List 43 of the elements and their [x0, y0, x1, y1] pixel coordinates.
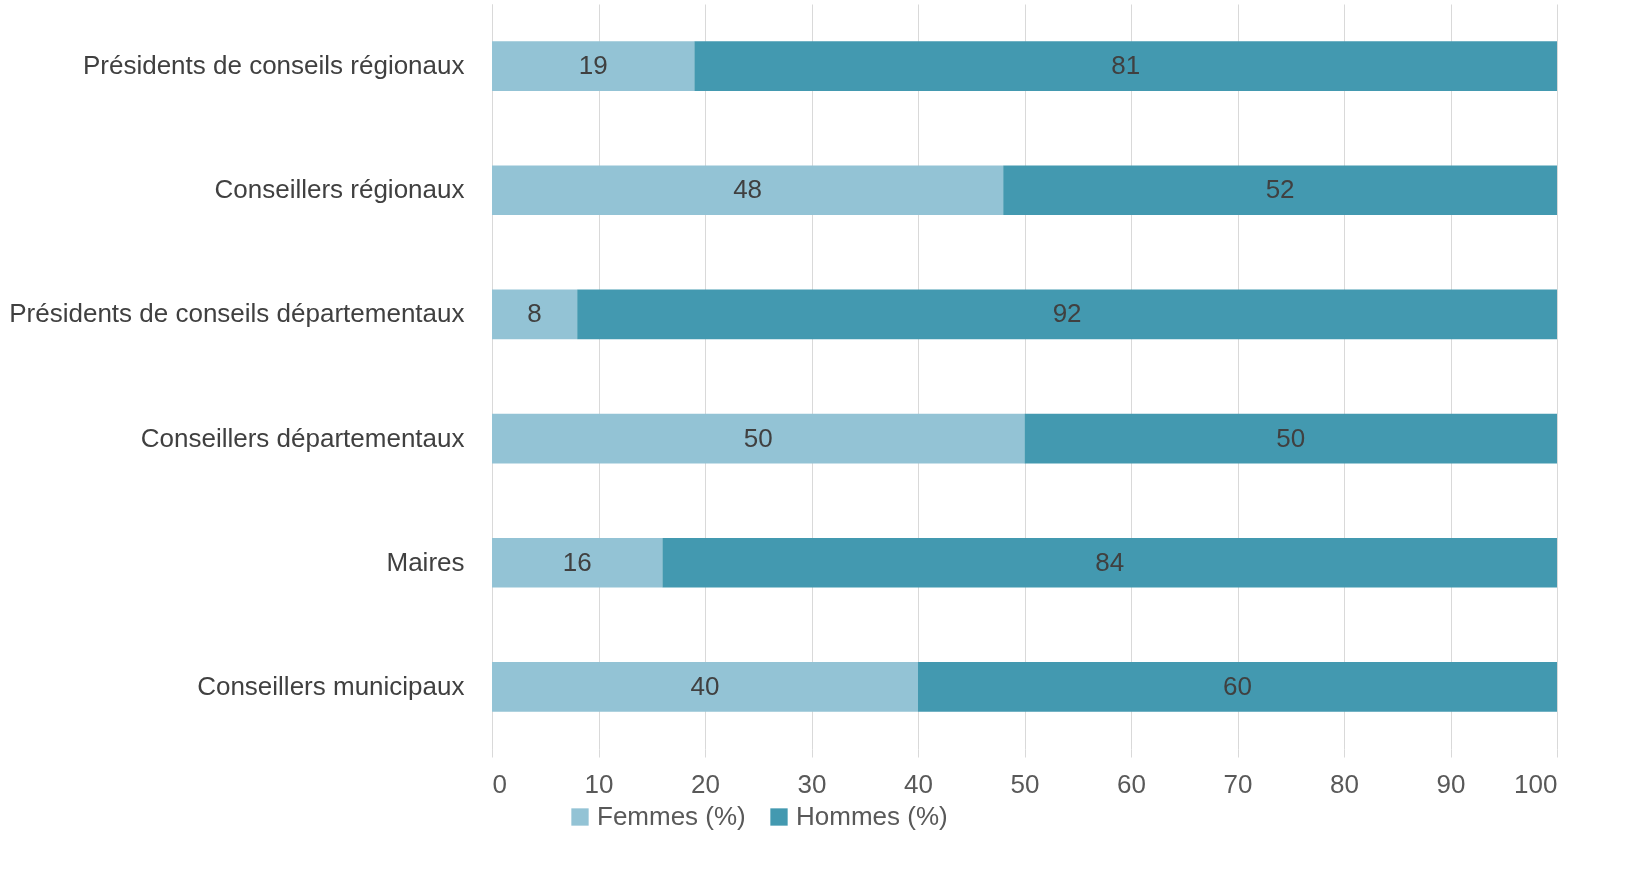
bar [492, 413, 1025, 464]
x-tick-label: 80 [1330, 768, 1359, 799]
data-label: 19 [578, 50, 608, 81]
x-tick-label: 90 [1436, 768, 1466, 799]
data-label: 60 [1223, 670, 1252, 701]
x-tick-label: 10 [584, 768, 614, 799]
data-label: 52 [1265, 174, 1295, 205]
bar [694, 41, 1557, 91]
y-tick-label: Présidents de conseils départementaux [9, 298, 465, 329]
bar [492, 662, 918, 712]
data-label: 50 [743, 422, 773, 453]
bar [1024, 413, 1557, 464]
x-tick-label: 0 [492, 768, 507, 799]
x-tick-label: 30 [797, 768, 827, 799]
data-label: 84 [1095, 546, 1125, 577]
data-label: 92 [1052, 298, 1082, 329]
data-label: 16 [562, 546, 592, 577]
bar [577, 289, 1557, 340]
data-label: 40 [690, 670, 720, 701]
data-label: 8 [527, 298, 542, 329]
y-tick-label: Conseillers régionaux [214, 174, 465, 205]
y-tick-label: Conseillers départementaux [140, 422, 465, 453]
y-tick-label: Maires [386, 546, 465, 577]
x-tick-label: 70 [1223, 768, 1253, 799]
data-label: 50 [1276, 422, 1306, 453]
x-tick-label: 60 [1117, 768, 1146, 799]
bar [918, 662, 1557, 712]
legend-label: Femmes (%) [597, 801, 746, 831]
bar [662, 537, 1557, 588]
bar [492, 165, 1004, 216]
bar [492, 41, 695, 91]
x-tick-label: 100 [1514, 768, 1558, 799]
x-tick-label: 40 [904, 768, 933, 799]
x-tick-label: 20 [691, 768, 720, 799]
data-label: 48 [733, 174, 763, 205]
y-tick-label: Présidents de conseils régionaux [82, 50, 465, 81]
bar [492, 289, 578, 340]
x-tick-label: 50 [1010, 768, 1040, 799]
legend-label: Hommes (%) [796, 801, 948, 831]
bar [492, 537, 663, 588]
data-label: 81 [1111, 50, 1141, 81]
y-tick-label: Conseillers municipaux [197, 670, 465, 701]
bar [1003, 165, 1557, 216]
